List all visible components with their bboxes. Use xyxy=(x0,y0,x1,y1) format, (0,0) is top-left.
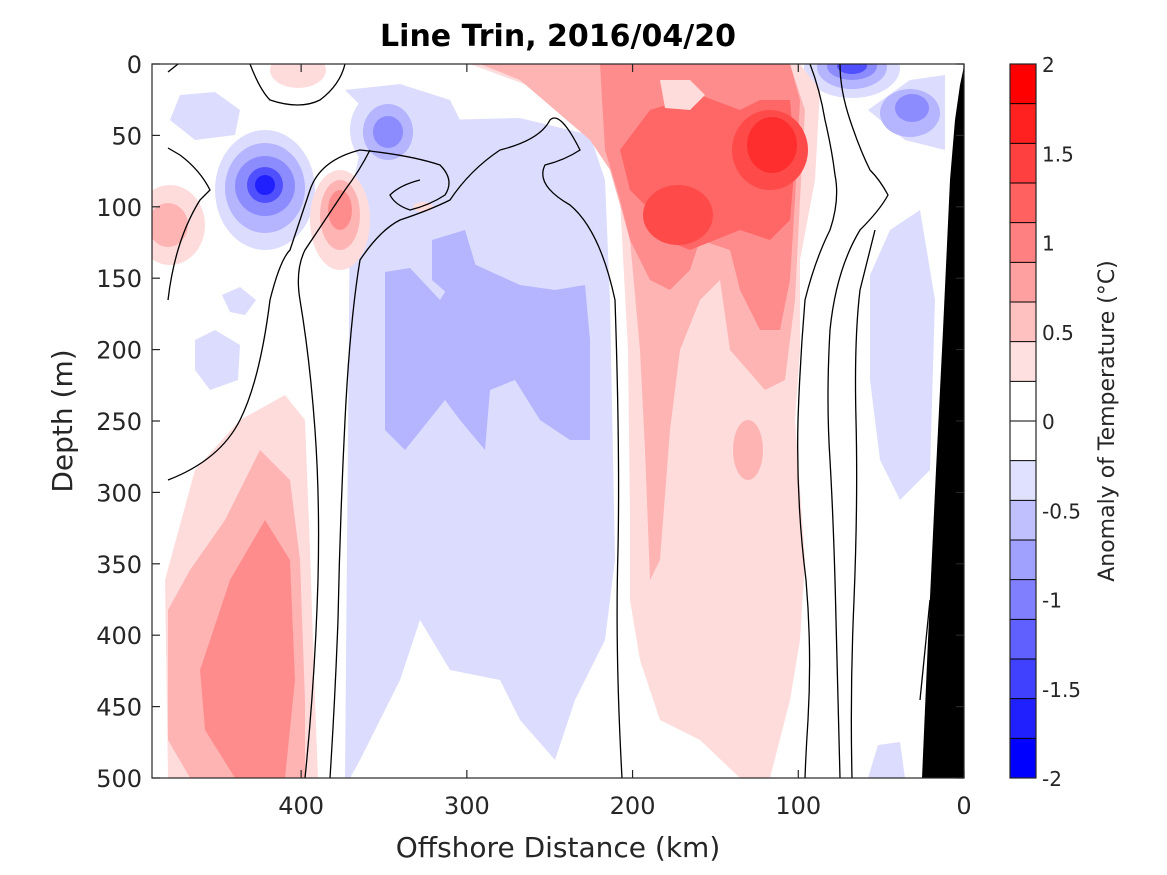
x-axis-label: Offshore Distance (km) xyxy=(396,831,721,864)
colorbar-tick-label: 0.5 xyxy=(1042,321,1074,345)
y-tick-label: 200 xyxy=(96,337,142,365)
warm-edge-eddy xyxy=(152,185,205,265)
warm-surface-spot xyxy=(660,80,705,110)
colorbar-frame xyxy=(1009,63,1037,779)
y-tick-label: 450 xyxy=(96,694,142,722)
y-tick-label: 150 xyxy=(96,265,142,293)
y-tick-label: 250 xyxy=(96,408,142,436)
cool-small-patch xyxy=(195,330,240,390)
colorbar-swatch xyxy=(1010,579,1036,620)
colorbar: 2 1.5 1 0.5 0 -0.5 -1 -1.5 -2 xyxy=(1009,53,1081,791)
chart-title: Line Trin, 2016/04/20 xyxy=(380,19,736,54)
colorbar-swatch xyxy=(1010,302,1036,342)
colorbar-tick-label: -1.5 xyxy=(1042,678,1081,702)
y-tick-label: 50 xyxy=(111,122,142,150)
zero-contours xyxy=(167,64,931,778)
warm-core-2 xyxy=(643,185,713,245)
colorbar-label: Anomaly of Temperature (°C) xyxy=(1095,260,1120,582)
warm-small-eddy xyxy=(310,170,370,270)
colorbar-swatch xyxy=(1010,183,1036,223)
colorbar-swatch xyxy=(1010,421,1036,461)
x-tick-label: 400 xyxy=(278,792,324,820)
colorbar-swatch xyxy=(1010,222,1036,263)
y-axis-label: Depth (m) xyxy=(46,349,79,492)
seafloor-polygon xyxy=(922,66,964,778)
y-tick-label: 0 xyxy=(127,51,142,79)
warm-surface-eddy-left xyxy=(270,64,326,88)
cold-eddy-2 xyxy=(350,90,420,170)
cool-bottom-patch xyxy=(868,742,905,778)
plot-area xyxy=(151,63,965,779)
colorbar-tick-label: 2 xyxy=(1042,53,1055,77)
cool-surface-left xyxy=(170,92,240,140)
y-tick-label: 300 xyxy=(96,479,142,507)
colorbar-swatch xyxy=(1010,500,1036,540)
colorbar-swatch xyxy=(1010,143,1036,183)
colorbar-swatch xyxy=(1010,341,1036,382)
anomaly-fill-layer xyxy=(152,64,945,778)
colorbar-swatch xyxy=(1010,381,1036,421)
cool-small-patch-2 xyxy=(222,287,256,315)
x-tick-label: 0 xyxy=(956,792,971,820)
y-tick-label: 100 xyxy=(96,194,142,222)
warm-core-1 xyxy=(732,110,808,190)
colorbar-swatch xyxy=(1010,738,1036,778)
colorbar-swatch xyxy=(1010,460,1036,501)
y-tick-label: 400 xyxy=(96,622,142,650)
x-tick-label: 300 xyxy=(444,792,490,820)
x-tick-label: 100 xyxy=(775,792,821,820)
colorbar-swatch xyxy=(1010,262,1036,302)
colorbar-swatch xyxy=(1010,103,1036,144)
colorbar-swatch xyxy=(1010,619,1036,659)
colorbar-tick-label: 0 xyxy=(1042,410,1055,434)
warm-patch-deep xyxy=(733,420,763,480)
cold-nearshore-eddy xyxy=(880,89,940,137)
warm-deep-eddy xyxy=(165,395,318,778)
colorbar-tick-label: -1 xyxy=(1042,589,1062,613)
y-tick-label: 500 xyxy=(96,765,142,793)
cool-band-core-2 xyxy=(432,230,480,300)
cool-nearshore-band xyxy=(870,210,935,500)
y-tick-label: 350 xyxy=(96,551,142,579)
colorbar-swatch xyxy=(1010,540,1036,580)
colorbar-tick-label: 1 xyxy=(1042,232,1055,256)
colorbar-swatch xyxy=(1010,64,1036,104)
colorbar-swatch xyxy=(1010,698,1036,739)
colorbar-tick-label: -0.5 xyxy=(1042,499,1081,523)
colorbar-tick-label: -2 xyxy=(1042,767,1062,791)
colorbar-tick-label: 1.5 xyxy=(1042,142,1074,166)
cold-surface-eddy xyxy=(804,64,900,98)
x-tick-label: 200 xyxy=(610,792,656,820)
y-axis-ticks: 0 50 100 150 200 250 300 350 400 450 500 xyxy=(96,51,964,793)
colorbar-swatch xyxy=(1010,659,1036,699)
cold-eddy-1 xyxy=(215,130,315,250)
x-axis-ticks: 400 300 200 100 0 xyxy=(278,64,972,820)
cool-band-core xyxy=(385,260,590,450)
